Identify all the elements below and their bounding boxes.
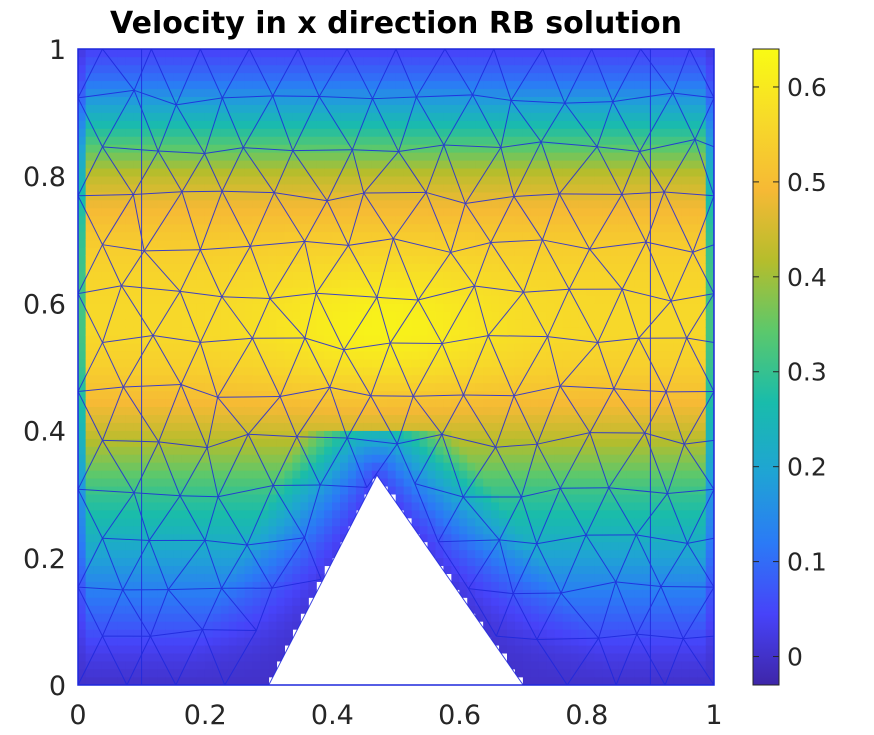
y-tick-label: 0.8 [23,162,66,193]
x-tick-label: 0.8 [565,700,608,731]
mesh [78,49,714,685]
colorbar-tick-label: 0.2 [787,453,827,482]
y-tick-label: 0.4 [23,417,66,448]
colorbar-tick-label: 0.5 [787,168,827,197]
x-tick-label: 0.2 [184,700,227,731]
x-axis: 0 0.2 0.4 0.6 0.8 1 [69,700,722,731]
x-tick-label: 1 [705,700,722,731]
colorbar-tick-label: 0 [787,643,803,672]
colorbar-tick-label: 0.3 [787,358,827,387]
colorbar-gradient [752,48,780,686]
colorbar-tick-label: 0.6 [787,73,827,102]
colorbar-tick-label: 0.4 [787,263,827,292]
chart-title: Velocity in x direction RB solution [110,6,682,41]
y-tick-label: 0 [49,671,66,702]
x-tick-label: 0.4 [311,700,354,731]
y-tick-label: 0.2 [23,544,66,575]
cylinder-cutout [268,475,524,685]
y-tick-label: 1 [49,35,66,66]
x-tick-label: 0.6 [438,700,481,731]
colorbar-tick-label: 0.1 [787,548,827,577]
colorbar: 0 0.1 0.2 0.3 0.4 0.5 0.6 [752,48,827,686]
y-axis: 0 0.2 0.4 0.6 0.8 1 [23,35,66,702]
y-tick-label: 0.6 [23,289,66,320]
x-tick-label: 0 [69,700,86,731]
velocity-field [78,49,714,685]
plot-area [77,48,715,686]
